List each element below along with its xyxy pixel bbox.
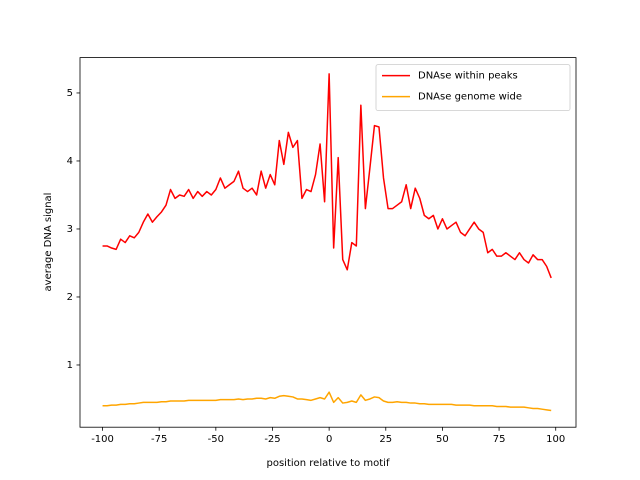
- plot-frame: [79, 57, 577, 428]
- y-tick-label: 2: [67, 292, 73, 303]
- y-axis-label: average DNA signal: [43, 193, 54, 292]
- x-tick-label: -75: [151, 434, 167, 445]
- x-tick-label: 75: [493, 434, 506, 445]
- legend-label: DNAse genome wide: [418, 92, 522, 103]
- y-tick-label: 4: [67, 156, 73, 167]
- x-tick-label: -50: [208, 434, 224, 445]
- y-tick-label: 3: [67, 224, 73, 235]
- x-tick-label: 100: [546, 434, 565, 445]
- x-axis-label: position relative to motif: [267, 458, 390, 469]
- y-tick-label: 5: [67, 88, 73, 99]
- x-tick-label: 25: [379, 434, 392, 445]
- line-series: [102, 73, 552, 279]
- x-tick-label: 50: [436, 434, 449, 445]
- x-tick-label: 0: [326, 434, 332, 445]
- y-tick-label: 1: [67, 360, 73, 371]
- legend-label: DNAse within peaks: [418, 71, 518, 82]
- legend-box: [375, 64, 571, 111]
- x-tick-label: -25: [264, 434, 280, 445]
- line-series: [102, 391, 552, 412]
- x-tick-label: -100: [91, 434, 114, 445]
